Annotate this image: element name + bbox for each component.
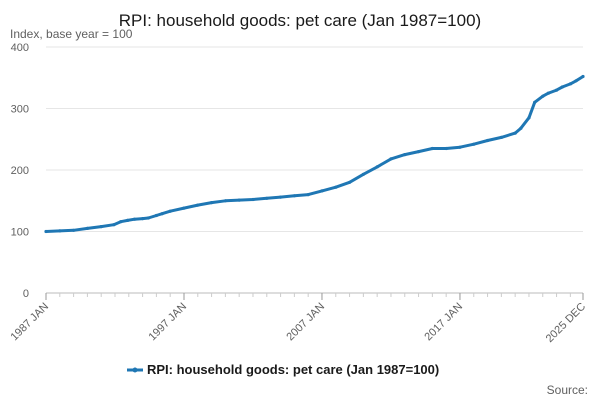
data-point [306, 193, 310, 197]
data-point [251, 197, 255, 202]
data-point [348, 180, 352, 184]
data-point [444, 146, 448, 151]
legend-marker [132, 367, 138, 373]
data-point [146, 216, 150, 220]
data-point [132, 217, 137, 221]
data-point [486, 138, 490, 143]
legend-label: RPI: household goods: pet care (Jan 1987… [147, 362, 439, 377]
data-point [560, 85, 564, 89]
data-point [160, 212, 164, 216]
chart-title: RPI: household goods: pet care (Jan 1987… [119, 11, 481, 30]
x-tick-label: 2007 JAN [284, 301, 327, 344]
data-point [292, 194, 296, 198]
legend-item[interactable]: RPI: household goods: pet care (Jan 1987… [127, 362, 439, 377]
data-point [581, 74, 585, 79]
data-point [555, 88, 559, 92]
data-point [196, 203, 200, 207]
series-group [44, 74, 585, 234]
data-point [72, 228, 76, 232]
data-point [223, 199, 227, 203]
data-point [533, 100, 537, 104]
data-point [334, 185, 338, 189]
source-label: Source: [547, 383, 588, 397]
y-tick-label: 300 [11, 104, 29, 116]
data-point [237, 198, 241, 202]
data-point [119, 220, 123, 224]
y-tick-label: 100 [11, 227, 29, 239]
x-tick-label: 1987 JAN [8, 301, 51, 344]
data-point [513, 131, 517, 135]
y-tick-label: 400 [11, 42, 29, 54]
data-point [279, 195, 283, 199]
data-point [265, 196, 269, 200]
data-point [389, 157, 393, 161]
data-point [417, 150, 421, 154]
data-point [182, 206, 186, 210]
data-point [168, 209, 172, 213]
data-point [112, 223, 116, 227]
series-line-0 [45, 75, 584, 233]
y-tick-label: 200 [11, 165, 29, 177]
data-point [458, 145, 462, 149]
data-point [499, 135, 503, 139]
x-tick-label: 2017 JAN [422, 301, 465, 344]
data-point [519, 126, 523, 130]
x-tick-label: 2025 DEC [544, 301, 588, 345]
gridlines [46, 46, 583, 294]
legend[interactable]: RPI: household goods: pet care (Jan 1987… [127, 362, 439, 377]
data-point [403, 153, 407, 157]
data-point [361, 172, 365, 176]
data-point [546, 91, 551, 95]
data-point [430, 146, 434, 151]
data-point [320, 189, 324, 193]
data-point [472, 142, 476, 146]
chart-subtitle: Index, base year = 100 [10, 27, 133, 41]
data-point [58, 229, 62, 233]
x-axis: 1987 JAN 1997 JAN 2007 JAN 2017 JAN 2025 DEC [8, 292, 588, 345]
data-point [44, 229, 48, 234]
y-tick-label: 0 [23, 288, 29, 300]
data-point [154, 213, 158, 218]
data-point [141, 217, 145, 221]
data-point [126, 218, 130, 222]
data-point [527, 116, 531, 120]
data-point [574, 79, 578, 83]
data-point [85, 226, 89, 230]
data-point [568, 82, 573, 86]
x-tick-label: 1997 JAN [146, 301, 189, 344]
data-point [99, 225, 103, 229]
y-axis: 0 100 200 300 400 [11, 42, 29, 300]
data-point [210, 201, 214, 205]
data-point [375, 165, 379, 169]
data-point [541, 94, 545, 98]
